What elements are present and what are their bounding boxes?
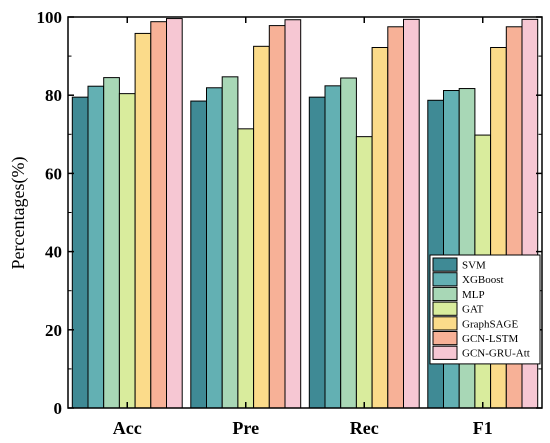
x-category-label: Pre xyxy=(232,418,259,438)
x-category-label: Acc xyxy=(113,418,142,438)
bar-graphsage-rec xyxy=(371,47,389,409)
bar-gat-rec xyxy=(355,136,373,409)
y-tick-label: 60 xyxy=(45,164,62,183)
bar-gat-pre xyxy=(237,128,255,409)
y-tick-label: 100 xyxy=(37,8,63,27)
axes-layer: 0 20 40 60 80 100 Acc Pre Rec F1 xyxy=(37,8,543,438)
bar-svm-rec xyxy=(308,96,326,409)
legend-label: MLP xyxy=(462,289,485,301)
bar-gcn-gru-att-acc xyxy=(166,18,183,409)
legend-swatch xyxy=(432,257,458,272)
bar-graphsage-acc xyxy=(134,32,152,409)
y-axis-title: Percentages(%) xyxy=(8,157,29,270)
legend-label: GAT xyxy=(462,304,484,316)
y-tick-label: 20 xyxy=(45,321,62,340)
y-tick-label: 80 xyxy=(45,86,62,105)
bar-mlp-pre xyxy=(221,76,239,409)
bar-svm-pre xyxy=(190,100,208,409)
y-tick-label: 40 xyxy=(45,243,62,262)
legend-swatch xyxy=(432,286,458,302)
legend-label: GCN-GRU-Att xyxy=(462,348,530,360)
bar-graphsage-pre xyxy=(253,45,270,409)
bar-gat-acc xyxy=(118,93,136,409)
y-tick-label: 0 xyxy=(54,399,63,418)
bar-gcn-lstm-pre xyxy=(268,25,286,409)
bar-gcn-lstm-acc xyxy=(150,21,168,409)
legend-swatch xyxy=(432,331,458,346)
legend-swatch xyxy=(432,345,458,360)
bar-xgboost-pre xyxy=(206,87,223,409)
legend-swatch xyxy=(432,316,458,331)
x-category-label: F1 xyxy=(473,418,493,438)
bar-gcn-gru-att-rec xyxy=(403,18,420,409)
bar-gcn-gru-att-pre xyxy=(284,19,302,409)
legend-label: GraphSAGE xyxy=(462,318,518,330)
legend-swatch xyxy=(432,272,458,287)
bar-xgboost-acc xyxy=(87,85,105,409)
bar-xgboost-rec xyxy=(324,85,342,409)
bar-gcn-lstm-rec xyxy=(387,26,404,409)
legend-label: XGBoost xyxy=(462,274,504,286)
legend: SVM XGBoost MLP GAT GraphSAGE GCN-LSTM GCN-GRU… xyxy=(429,254,541,365)
legend-swatch xyxy=(432,301,458,316)
bar-svm-acc xyxy=(71,96,89,409)
bar-mlp-acc xyxy=(103,77,120,409)
x-category-label: Rec xyxy=(350,418,379,438)
legend-label: GCN-LSTM xyxy=(462,333,518,345)
legend-label: SVM xyxy=(462,260,486,272)
bar-mlp-rec xyxy=(340,77,357,409)
